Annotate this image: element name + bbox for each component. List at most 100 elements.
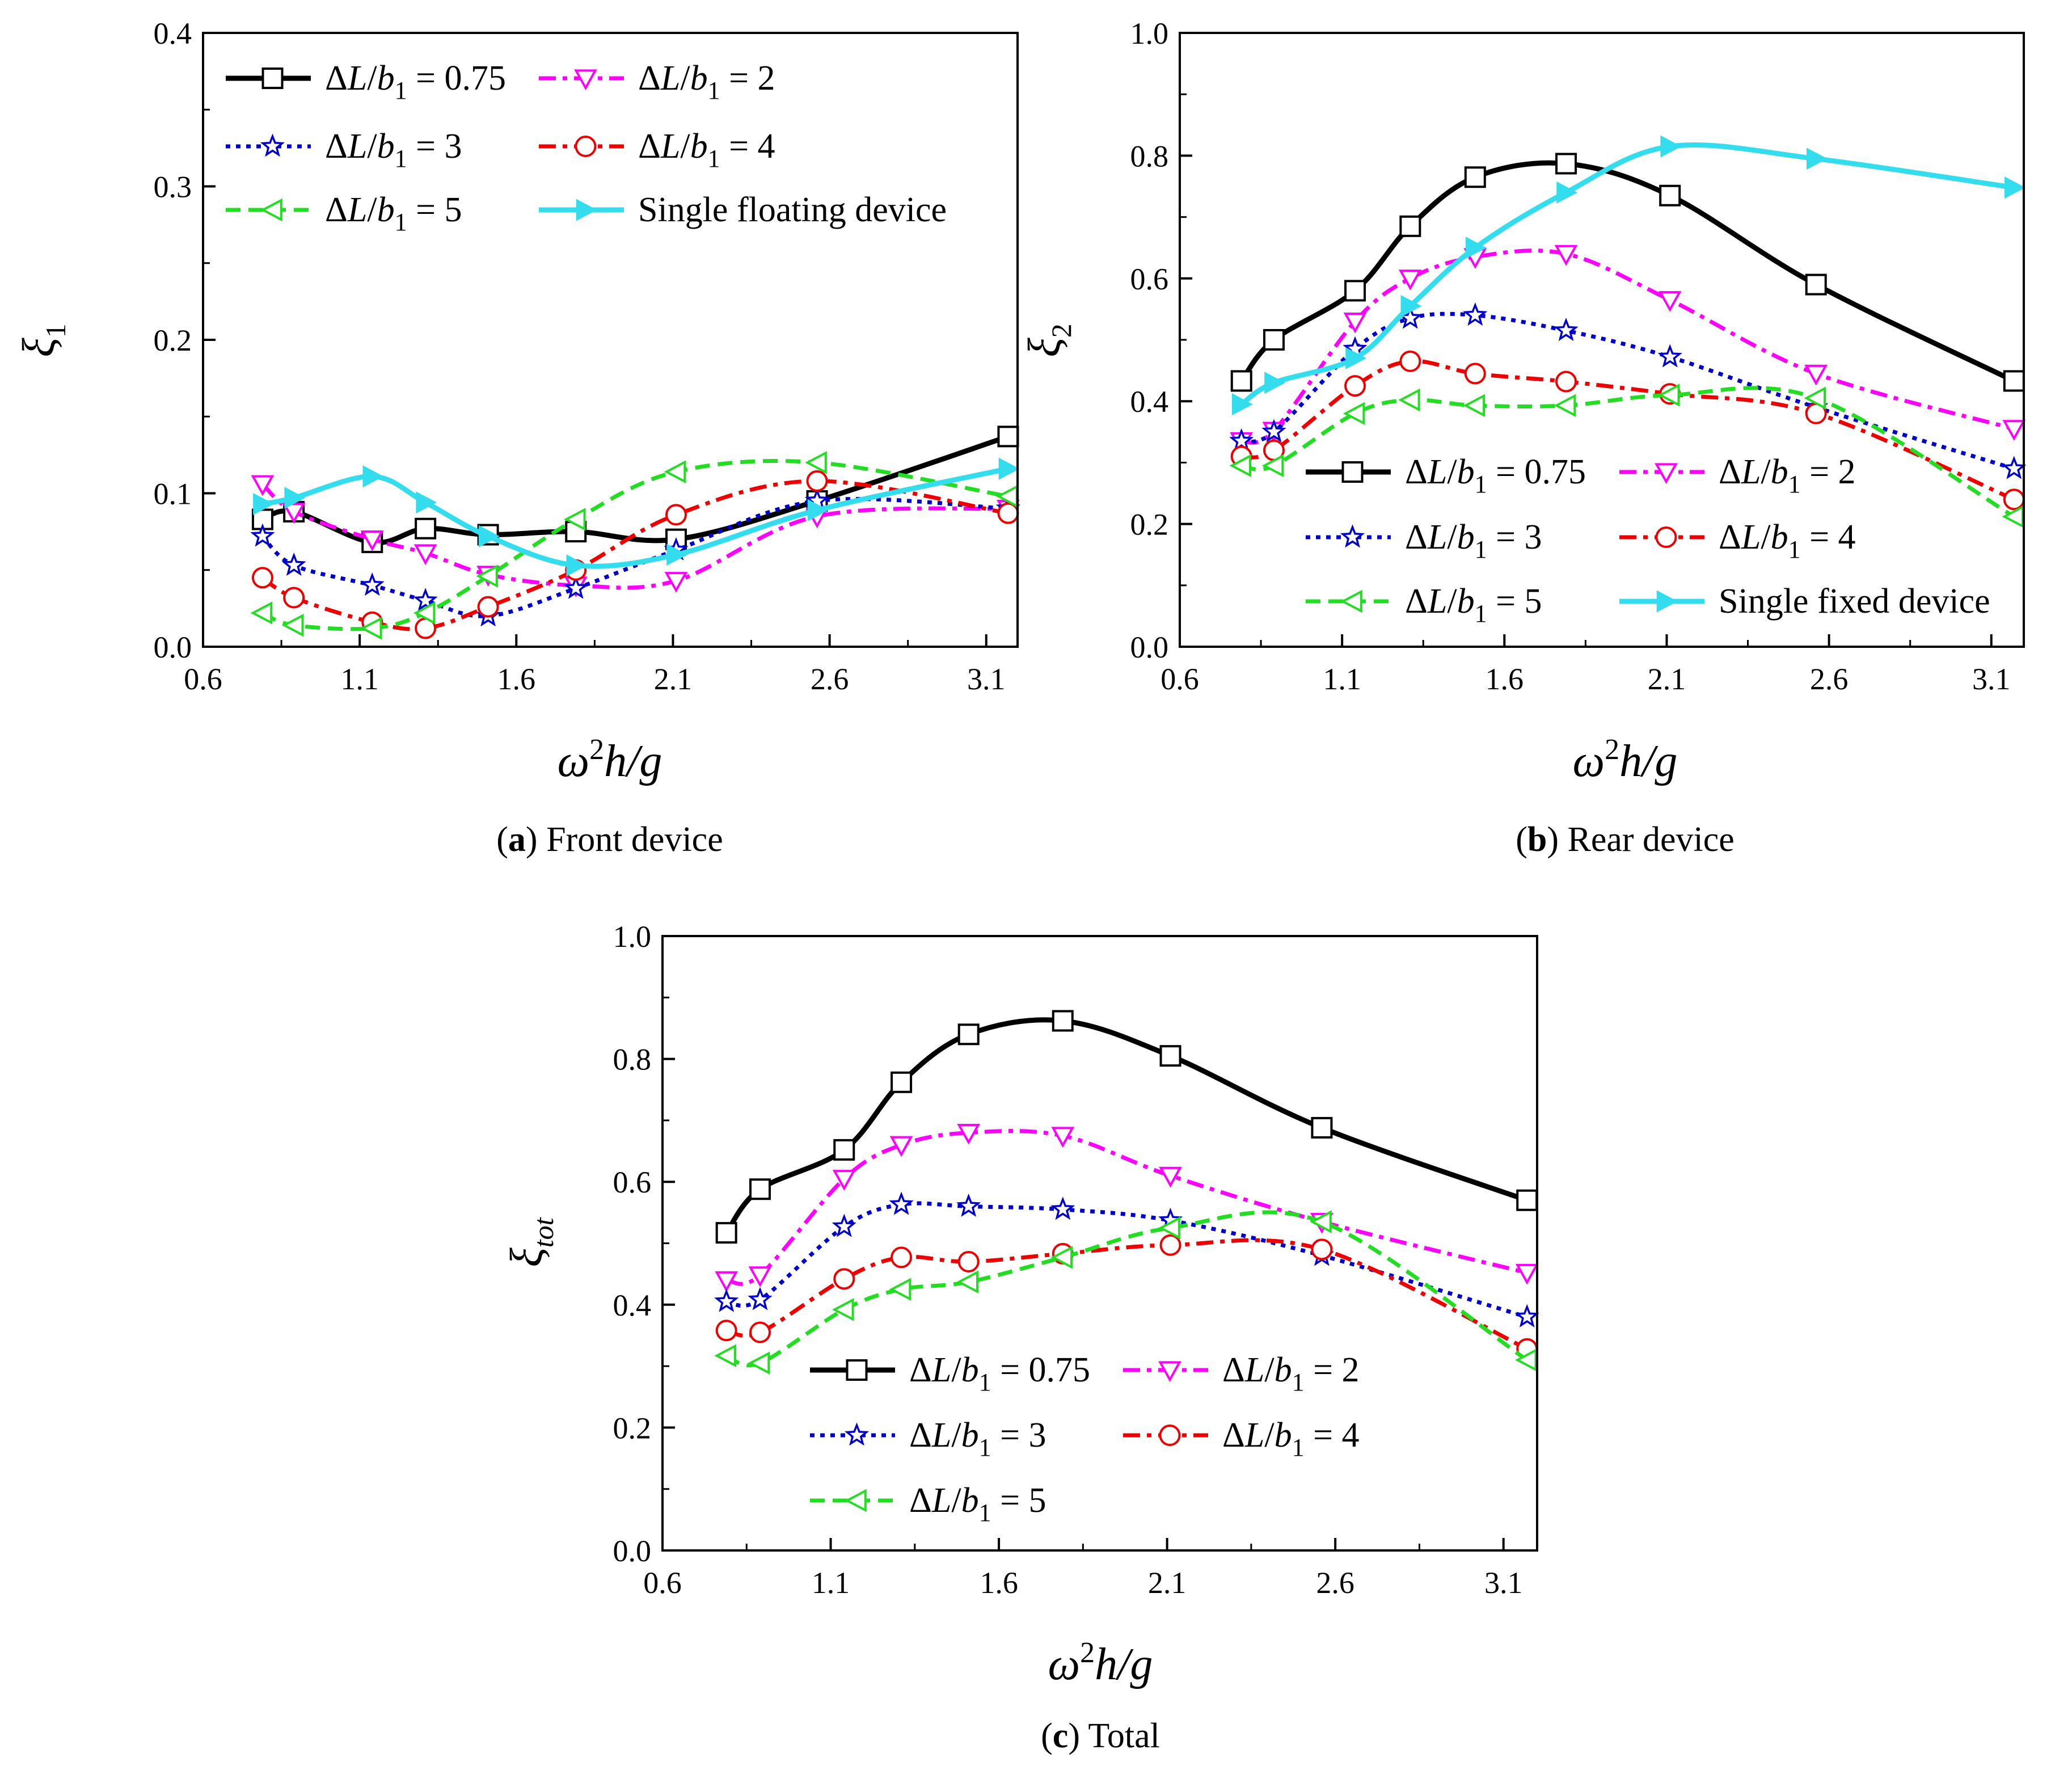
legend-label-delta: Δ — [1405, 518, 1428, 557]
series-group — [1229, 135, 2027, 528]
series-l-b1-5-point — [1554, 394, 1576, 418]
caption-open: ( — [1516, 820, 1527, 859]
series-single-floating-device — [253, 457, 1020, 577]
y-axis-label-xi: ξ — [14, 338, 64, 357]
legend-label-slash: / — [1761, 518, 1771, 557]
series-l-b1-3-point — [281, 552, 306, 576]
panel-caption: (c) Total — [1041, 1717, 1160, 1755]
series-l-b1-5-point — [360, 617, 382, 640]
y-axis-label-xi: ξ — [1020, 338, 1070, 357]
x-axis-label-superscript: 2 — [1605, 734, 1619, 766]
series-l-b1-2-point — [2002, 420, 2026, 441]
series-l-b1-5-point — [1398, 388, 1420, 412]
legend-label-delta: Δ — [1405, 453, 1428, 491]
caption-letter: a — [508, 820, 526, 859]
y-tick-label: 0.0 — [1130, 630, 1169, 664]
x-tick-label: 1.1 — [340, 662, 379, 696]
legend-label-value: = 5 — [991, 1481, 1046, 1520]
series-l-b1-2-point — [1159, 1166, 1182, 1188]
legend-entry-l-b1-3: ΔL/b1 = 3 — [226, 127, 462, 172]
legend-entry-l-b1-3-marker — [260, 133, 285, 157]
x-tick-label: 2.6 — [1810, 662, 1849, 696]
series-l-b1-0-75-point — [1555, 153, 1577, 175]
y-axis-label: ξ1 — [14, 323, 71, 357]
panel-c-total: 0.6 1.1 1.6 2.1 2.6 3.10.00.20.40.60.81.0ΔL/b… — [502, 920, 1539, 1755]
series-single-floating-device-point — [416, 491, 437, 514]
series-l-b1-4-point — [957, 1250, 980, 1272]
legend-entry-l-b1-2-marker — [574, 69, 597, 91]
series-l-b1-3-point — [1554, 318, 1579, 342]
legend: ΔL/b1 = 0.75 ΔL/b1 = 2ΔL/b1 = 3 ΔL/b1 = 4Δ… — [226, 59, 947, 236]
legend-label-subscript: 1 — [395, 77, 407, 104]
series-l-b1-3-point — [1514, 1304, 1539, 1328]
axis-ticks: 0.6 1.1 1.6 2.1 2.6 3.1 0.0 0.2 0.4 0.6 0.8 1.0 — [1130, 16, 2011, 696]
series-l-b1-5-point — [1310, 1210, 1332, 1233]
legend-label-subscript: 1 — [395, 145, 407, 172]
series-single-fixed-device-point — [1806, 148, 1828, 170]
legend-label-L: L — [1427, 582, 1447, 621]
legend-label-slash: / — [1264, 1351, 1275, 1389]
legend-label-slash: / — [951, 1351, 961, 1389]
legend-entry-l-b1-3-marker — [1340, 524, 1365, 548]
legend-entry-l-b1-4-marker — [1655, 526, 1677, 548]
series-l-b1-3-point — [1050, 1196, 1075, 1220]
series-l-b1-4-line — [725, 1238, 1528, 1351]
legend-label-value: = 2 — [1801, 453, 1856, 491]
x-tick-label: 0.6 — [1161, 662, 1199, 696]
legend-label: ΔL/b1 = 0.75 — [325, 59, 506, 104]
series-single-fixed-device-point — [2005, 176, 2026, 199]
legend-label-delta: Δ — [909, 1416, 932, 1455]
legend-label-slash: / — [680, 127, 690, 166]
series-l-b1-3-point — [360, 572, 385, 596]
series-l-b1-4-point — [1159, 1234, 1181, 1256]
series-l-b1-4-point — [715, 1320, 737, 1342]
legend-entry-l-b1-2-marker — [1158, 1361, 1181, 1383]
legend-label-slash: / — [951, 1481, 961, 1520]
y-tick-label: 0.8 — [613, 1043, 652, 1077]
series-l-b1-2-point — [413, 544, 437, 566]
legend-label-value: = 3 — [1487, 518, 1542, 557]
series-single-fixed-device-point — [1400, 295, 1422, 317]
legend-label: ΔL/b1 = 3 — [909, 1416, 1046, 1461]
legend-label-value: = 5 — [407, 191, 462, 229]
legend-entry-l-b1-4: ΔL/b1 = 4 — [1619, 518, 1856, 563]
legend-label-b: b — [1457, 453, 1475, 491]
legend-label-b: b — [377, 59, 395, 98]
series-l-b1-3 — [250, 488, 1021, 627]
series-l-b1-2-point — [251, 475, 275, 496]
legend-label: ΔL/b1 = 0.75 — [1405, 453, 1586, 498]
legend-label-subscript: 1 — [979, 1434, 991, 1461]
legend-entry-l-b1-4: ΔL/b1 = 4 — [539, 127, 775, 172]
legend-label: ΔL/b1 = 3 — [1405, 518, 1542, 563]
series-l-b1-0-75-point — [1805, 273, 1827, 296]
series-l-b1-2-point — [1554, 245, 1578, 266]
series-l-b1-0-75-point — [749, 1178, 771, 1200]
series-l-b1-5 — [1229, 384, 2024, 528]
series-l-b1-5 — [714, 1210, 1537, 1375]
y-tick-label: 1.0 — [1130, 16, 1169, 50]
series-single-fixed-device-point — [1264, 372, 1286, 394]
legend-label-b: b — [961, 1481, 979, 1520]
axis-ticks: 0.6 1.1 1.6 2.1 2.6 3.1 0.0 0.1 0.2 0.3 0.4 — [154, 16, 1006, 696]
legend-label-delta: Δ — [325, 59, 348, 98]
legend-label-subscript: 1 — [1788, 470, 1801, 498]
legend-entry-l-b1-0-75: ΔL/b1 = 0.75 — [1306, 453, 1586, 498]
x-axis-label: ω2h/g — [1573, 734, 1678, 786]
series-l-b1-2-point — [1051, 1127, 1075, 1148]
legend-label-b: b — [1457, 518, 1475, 557]
legend-label-b: b — [1275, 1351, 1292, 1389]
series-l-b1-0-75-point — [1344, 280, 1366, 302]
legend-label-slash: / — [951, 1416, 961, 1455]
series-l-b1-2-point — [664, 572, 688, 593]
series-l-b1-3-point — [714, 1288, 739, 1312]
legend-label-subscript: 1 — [1475, 536, 1487, 563]
series-l-b1-4-point — [251, 567, 273, 589]
series-l-b1-4-point — [997, 502, 1019, 524]
legend-entry-single-floating-device-marker — [576, 199, 597, 221]
legend-label: ΔL/b1 = 5 — [909, 1481, 1046, 1527]
series-l-b1-0-75-point — [957, 1023, 980, 1046]
legend-entry-l-b1-5: ΔL/b1 = 5 — [226, 191, 462, 236]
series-l-b1-3-point — [956, 1193, 981, 1217]
legend-label-slash: / — [1447, 453, 1457, 491]
legend-label-value: = 3 — [991, 1416, 1046, 1455]
